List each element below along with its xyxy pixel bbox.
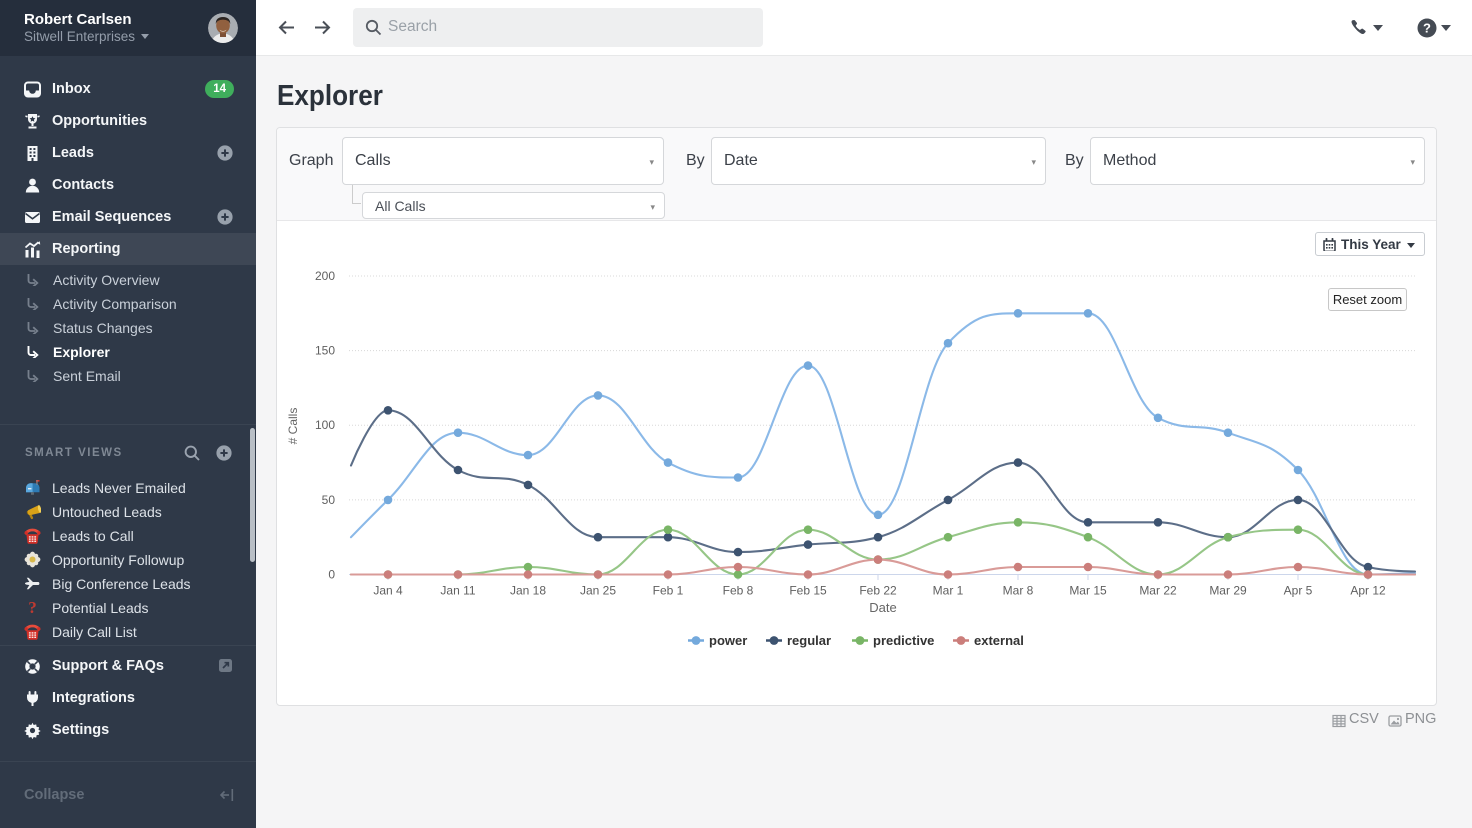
svg-text:Mar 29: Mar 29 xyxy=(1209,584,1247,598)
svg-text:Jan 11: Jan 11 xyxy=(440,584,475,598)
svg-text:Jan 18: Jan 18 xyxy=(510,584,546,598)
svg-text:power: power xyxy=(709,633,747,648)
svg-text:Feb 22: Feb 22 xyxy=(859,584,897,598)
svg-text:regular: regular xyxy=(787,633,831,648)
svg-text:Jan 4: Jan 4 xyxy=(373,584,403,598)
svg-text:external: external xyxy=(974,633,1024,648)
svg-text:100: 100 xyxy=(315,418,335,432)
svg-text:# Calls: # Calls xyxy=(286,408,300,445)
svg-text:?: ? xyxy=(1423,21,1431,36)
svg-text:?: ? xyxy=(28,599,37,616)
svg-text:Mar 1: Mar 1 xyxy=(933,584,964,598)
svg-text:Feb 15: Feb 15 xyxy=(789,584,827,598)
svg-text:Apr 5: Apr 5 xyxy=(1284,584,1313,598)
svg-text:predictive: predictive xyxy=(873,633,934,648)
svg-text:Jan 25: Jan 25 xyxy=(580,584,616,598)
svg-text:Apr 12: Apr 12 xyxy=(1350,584,1386,598)
svg-text:Feb 8: Feb 8 xyxy=(723,584,754,598)
svg-text:50: 50 xyxy=(322,493,336,507)
svg-text:Feb 1: Feb 1 xyxy=(653,584,684,598)
svg-text:Mar 22: Mar 22 xyxy=(1139,584,1177,598)
svg-text:200: 200 xyxy=(315,269,335,283)
svg-text:Mar 15: Mar 15 xyxy=(1069,584,1107,598)
svg-text:150: 150 xyxy=(315,344,335,358)
svg-text:Mar 8: Mar 8 xyxy=(1003,584,1034,598)
svg-text:Date: Date xyxy=(869,600,896,615)
svg-text:0: 0 xyxy=(328,568,335,582)
